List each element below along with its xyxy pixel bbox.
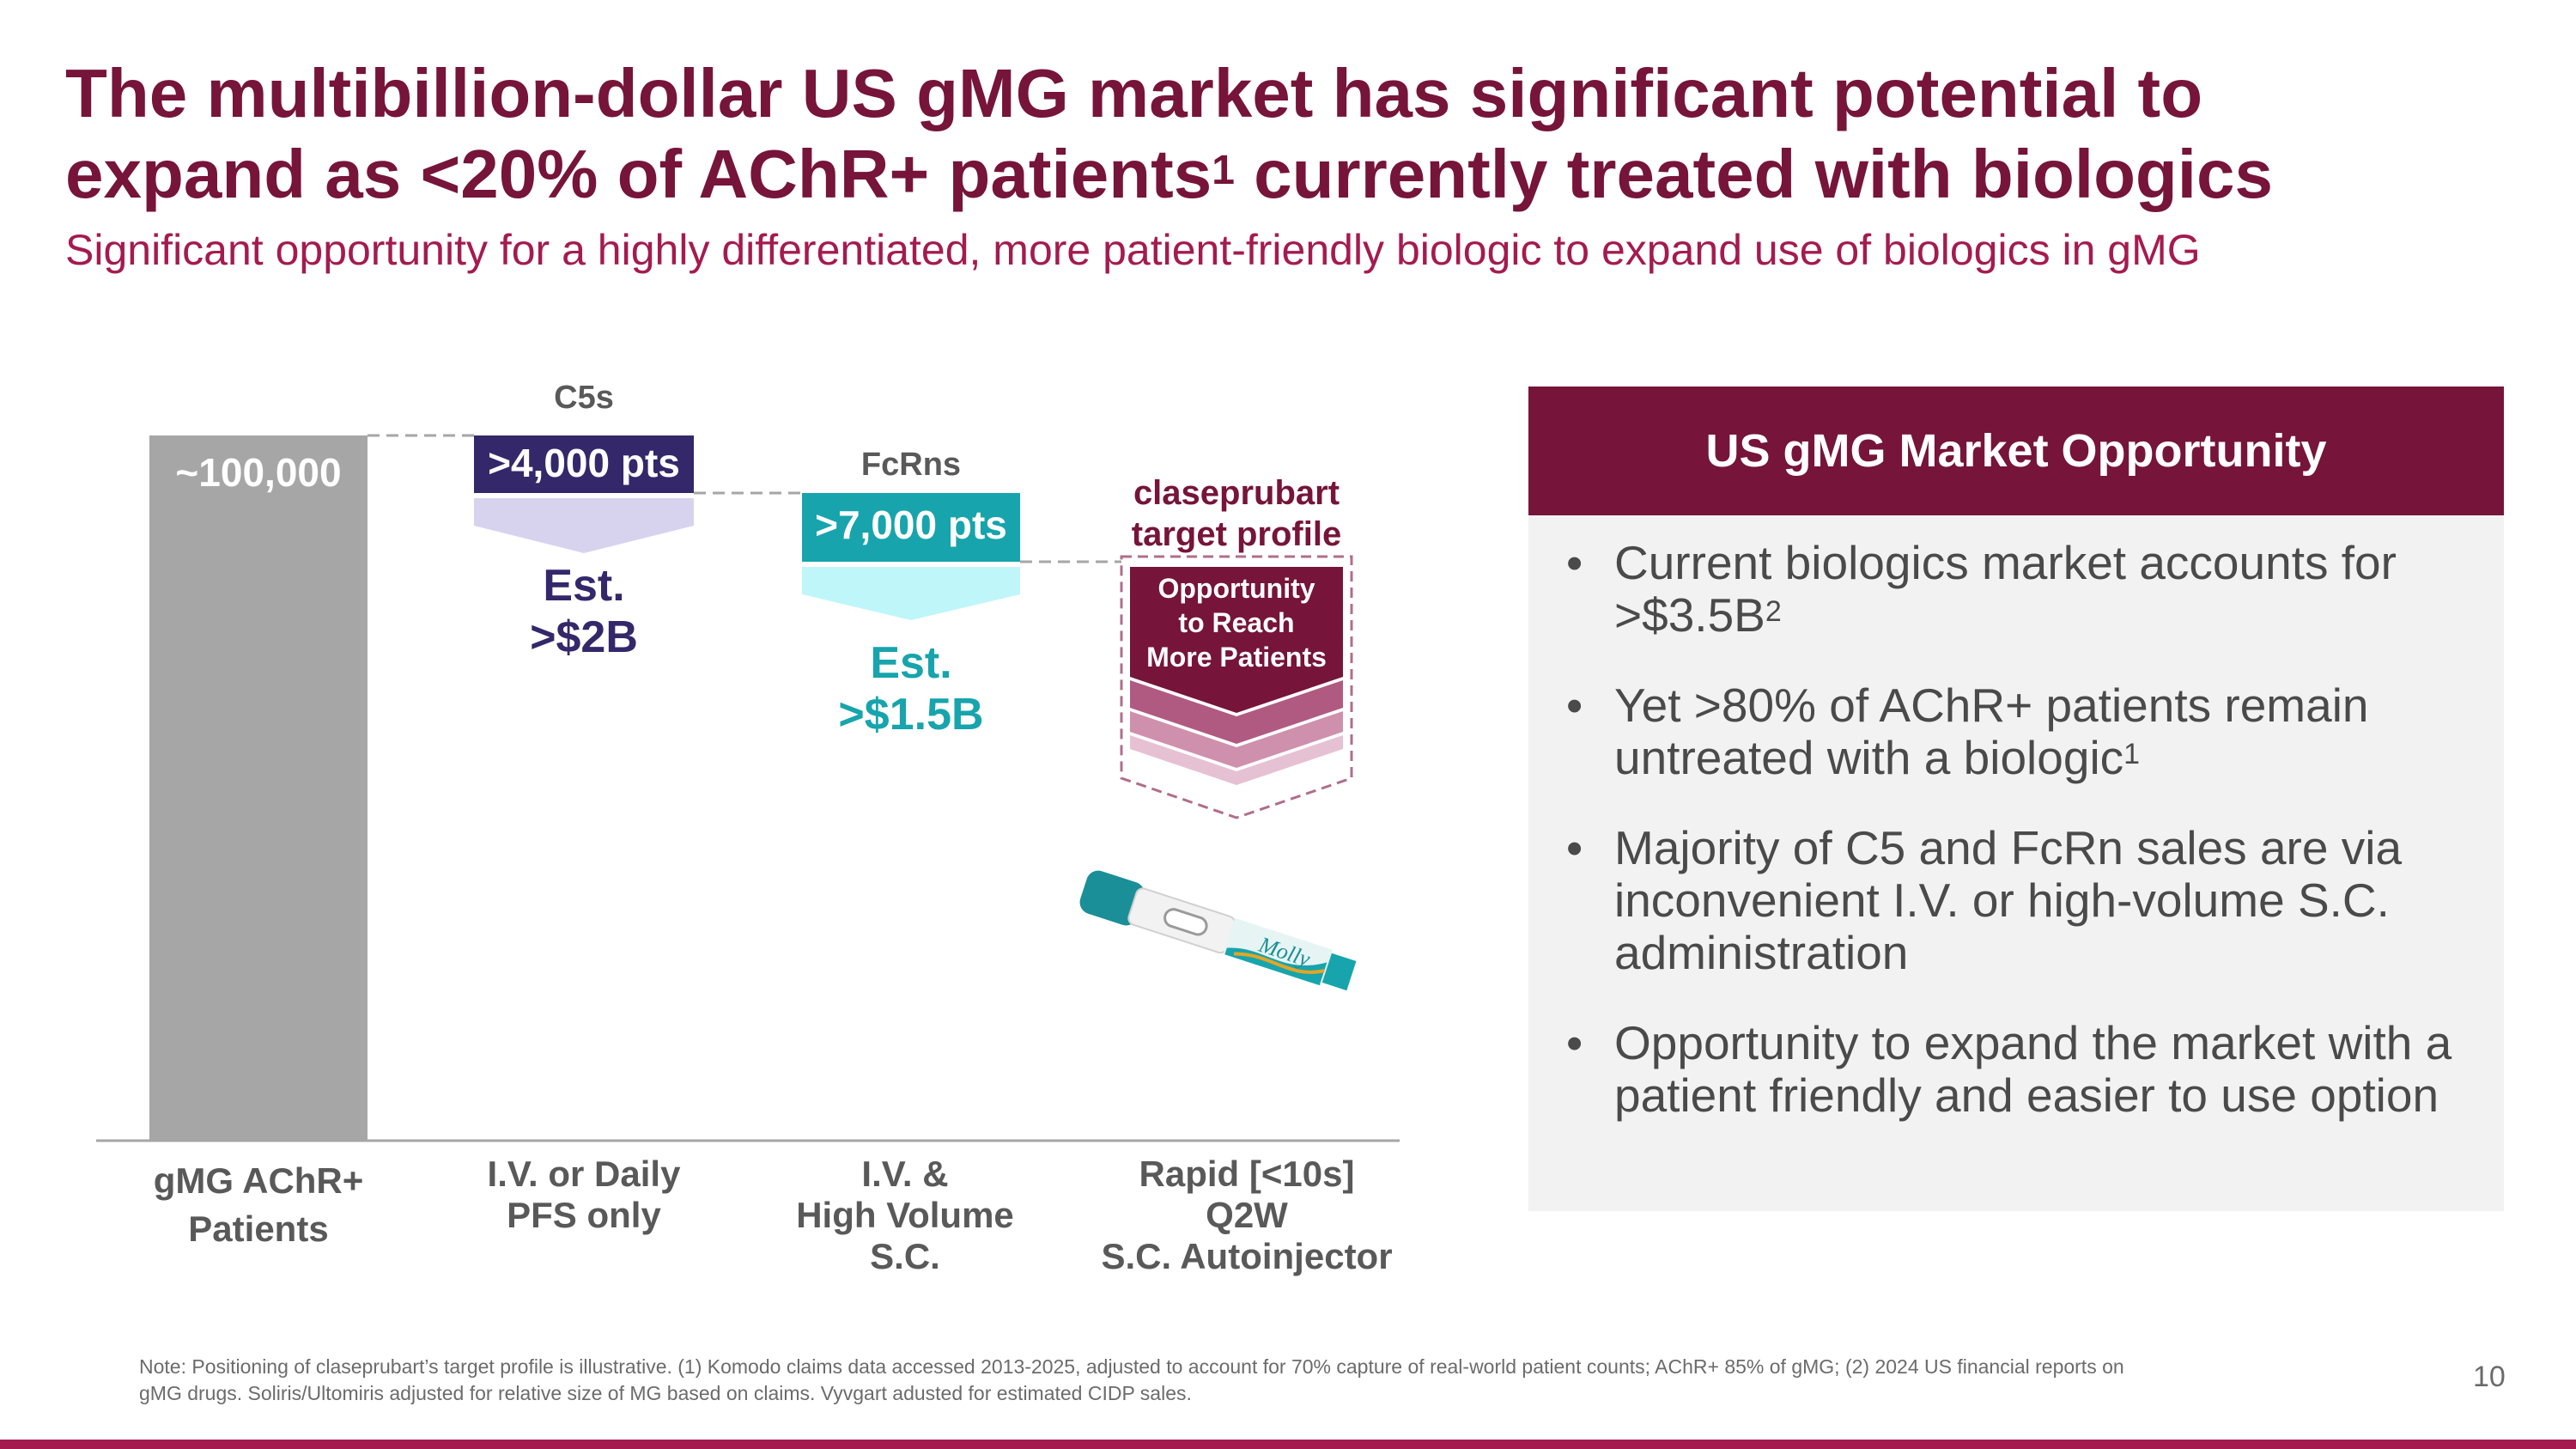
category-4-line-2: Q2W bbox=[1206, 1195, 1288, 1235]
c5s-est-label: Est. bbox=[543, 561, 625, 611]
bullet-footnote-ref: 1 bbox=[2123, 738, 2141, 770]
total-patients-value: ~100,000 bbox=[175, 450, 342, 495]
target-label-line-2: target profile bbox=[1131, 515, 1342, 553]
page-number: 10 bbox=[2473, 1361, 2506, 1393]
category-4-line-1: Rapid [<10s] bbox=[1139, 1154, 1355, 1194]
panel-header: US gMG Market Opportunity bbox=[1528, 387, 2504, 515]
autoinjector-pen-image: Molly bbox=[1079, 870, 1357, 991]
title-line-2-end: currently treated with biologics bbox=[1234, 136, 2274, 212]
c5s-est-amount: >$2B bbox=[530, 612, 638, 662]
bullet-text: Yet >80% of AChR+ patients remain untrea… bbox=[1614, 679, 2369, 784]
opportunity-stripe-2 bbox=[1130, 711, 1343, 768]
bullet-text: Current biologics market accounts for >$… bbox=[1614, 536, 2397, 642]
opportunity-text: Opportunity to Reach More Patients bbox=[1130, 571, 1343, 674]
category-label-3: I.V. & High Volume S.C. bbox=[776, 1154, 1034, 1277]
category-3-line-3: S.C. bbox=[870, 1236, 940, 1276]
c5s-pts-value: >4,000 pts bbox=[488, 441, 680, 485]
fcrns-est-value: Est. >$1.5B bbox=[802, 637, 1020, 740]
category-3-line-1: I.V. & bbox=[861, 1154, 949, 1194]
bullet-text: Opportunity to expand the market with a … bbox=[1614, 1016, 2452, 1122]
c5s-pts-box bbox=[474, 435, 694, 493]
bottom-accent-bar bbox=[0, 1440, 2576, 1449]
category-2-line-1: I.V. or Daily bbox=[487, 1154, 681, 1194]
bullet-item: Majority of C5 and FcRn sales are via in… bbox=[1563, 822, 2490, 979]
fcrns-pts-box bbox=[802, 493, 1020, 562]
footnote-line-2: gMG drugs. Soliris/Ultomiris adjusted fo… bbox=[139, 1382, 1192, 1404]
category-1-line-2: Patients bbox=[188, 1209, 329, 1249]
total-patients-bar bbox=[149, 435, 368, 1141]
bullet-text: Majority of C5 and FcRn sales are via in… bbox=[1614, 821, 2403, 979]
panel-bullet-list: Current biologics market accounts for >$… bbox=[1563, 537, 2490, 1160]
category-1-line-1: gMG AChR+ bbox=[153, 1160, 364, 1201]
fcrns-est-amount: >$1.5B bbox=[838, 690, 984, 740]
category-4-line-3: S.C. Autoinjector bbox=[1101, 1236, 1393, 1276]
target-dashed-outline bbox=[1120, 555, 1353, 819]
opportunity-chevron bbox=[1130, 567, 1343, 713]
category-3-line-2: High Volume bbox=[796, 1195, 1014, 1235]
fcrns-header: FcRns bbox=[860, 447, 962, 483]
target-profile-label: claseprubart target profile bbox=[1091, 472, 1382, 555]
category-label-1: gMG AChR+ Patients bbox=[130, 1157, 387, 1253]
fcrns-chevron bbox=[802, 567, 1020, 620]
c5s-est-value: Est. >$2B bbox=[474, 560, 694, 663]
title-line-2: expand as <20% of AChR+ patients1 curren… bbox=[65, 134, 2521, 215]
category-label-4: Rapid [<10s] Q2W S.C. Autoinjector bbox=[1075, 1154, 1419, 1277]
opportunity-line-1: Opportunity bbox=[1157, 573, 1315, 604]
fcrns-est-label: Est. bbox=[870, 638, 952, 688]
category-2-line-2: PFS only bbox=[507, 1195, 661, 1235]
opportunity-stripe-3 bbox=[1130, 735, 1343, 785]
bullet-item: Current biologics market accounts for >$… bbox=[1563, 537, 2490, 642]
page-subtitle: Significant opportunity for a highly dif… bbox=[65, 226, 2201, 274]
bullet-item: Opportunity to expand the market with a … bbox=[1563, 1017, 2490, 1122]
c5s-chevron bbox=[474, 498, 694, 553]
footnote-line-1: Note: Positioning of claseprubart’s targ… bbox=[139, 1355, 2124, 1378]
opportunity-stripe-1 bbox=[1130, 680, 1343, 744]
page-title: The multibillion-dollar US gMG market ha… bbox=[65, 53, 2521, 215]
c5s-header: C5s bbox=[554, 380, 614, 416]
opportunity-line-2: to Reach bbox=[1178, 607, 1295, 638]
title-line-2-text: expand as <20% of AChR+ patients bbox=[65, 136, 1212, 212]
bullet-footnote-ref: 2 bbox=[1765, 595, 1782, 628]
title-footnote-ref: 1 bbox=[1212, 148, 1235, 193]
title-line-1: The multibillion-dollar US gMG market ha… bbox=[65, 55, 2203, 131]
category-label-2: I.V. or Daily PFS only bbox=[455, 1154, 713, 1236]
opportunity-line-3: More Patients bbox=[1146, 642, 1327, 673]
target-label-line-1: claseprubart bbox=[1133, 474, 1340, 512]
fcrns-pts-value: >7,000 pts bbox=[815, 502, 1007, 547]
bullet-item: Yet >80% of AChR+ patients remain untrea… bbox=[1563, 679, 2490, 784]
footnote: Note: Positioning of claseprubart’s targ… bbox=[139, 1354, 2337, 1407]
